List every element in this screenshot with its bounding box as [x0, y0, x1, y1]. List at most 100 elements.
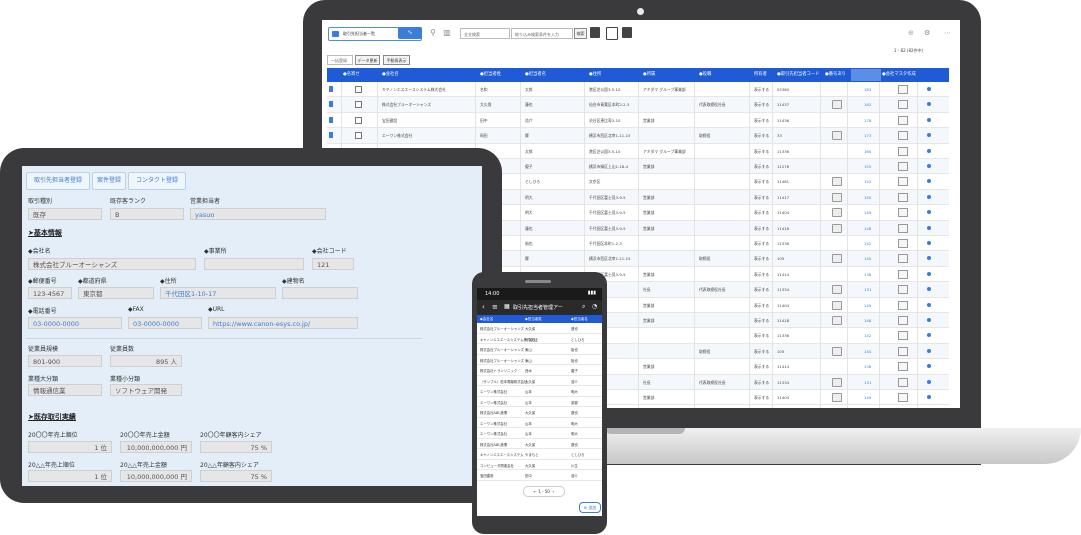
- camera-icon[interactable]: [832, 208, 842, 218]
- cell-number-link[interactable]: 183: [864, 87, 872, 92]
- download-icon[interactable]: [898, 85, 908, 94]
- download-icon[interactable]: [898, 208, 908, 218]
- info-icon[interactable]: [927, 133, 931, 138]
- info-icon[interactable]: [927, 102, 931, 107]
- document-icon[interactable]: [329, 86, 333, 92]
- info-icon[interactable]: [927, 395, 931, 399]
- row-checkbox[interactable]: [355, 101, 362, 109]
- row-checkbox[interactable]: [355, 116, 362, 124]
- rank-field[interactable]: B: [110, 208, 184, 220]
- bell-icon[interactable]: ◔: [592, 303, 598, 310]
- info-icon[interactable]: [927, 241, 931, 245]
- list-item[interactable]: エーワン株式会社 山本 明大: [477, 418, 602, 428]
- url-field[interactable]: https://www.canon-esys.co.jp/: [208, 317, 358, 329]
- camera-icon[interactable]: [832, 316, 842, 325]
- info-icon[interactable]: [927, 348, 931, 353]
- col-header[interactable]: 所有者: [754, 72, 767, 77]
- camera-icon[interactable]: [832, 300, 842, 310]
- col-header[interactable]: ●担当者姓: [480, 72, 501, 77]
- cell-number-link[interactable]: 173: [864, 133, 872, 139]
- prev-icon[interactable]: ←: [533, 489, 537, 494]
- col-header[interactable]: ●住所: [589, 72, 602, 77]
- download-icon[interactable]: [898, 223, 908, 233]
- cell-number-link[interactable]: 149: [864, 210, 872, 216]
- search-mode-select[interactable]: 全文検索: [460, 28, 510, 39]
- download-icon[interactable]: [898, 177, 908, 187]
- tab-deal-register[interactable]: 案件登録: [92, 172, 126, 190]
- rank1-field[interactable]: 1 位: [28, 441, 112, 453]
- col-header[interactable]: ◆担当者姓: [525, 317, 542, 321]
- sales-rep-field[interactable]: yasuo: [190, 208, 326, 220]
- col-header[interactable]: ●会社マスタ作成: [882, 72, 916, 77]
- cell-number-link[interactable]: 142: [864, 333, 872, 339]
- cell-number-link[interactable]: 182: [864, 102, 872, 108]
- list-item[interactable]: エーワン株式会社 山本 英樹: [477, 397, 602, 407]
- camera-icon[interactable]: [832, 346, 842, 356]
- list-item[interactable]: エーワン株式会社 山本 明大: [477, 386, 602, 397]
- download-icon[interactable]: [898, 377, 908, 387]
- row-checkbox[interactable]: [355, 86, 362, 93]
- list-item[interactable]: エーワン株式会社 山本 明大: [477, 428, 602, 439]
- col-header[interactable]: ●取引先担当者コード: [777, 72, 820, 77]
- cell-number-link[interactable]: 138: [864, 271, 872, 277]
- download-icon[interactable]: [898, 146, 908, 156]
- cell-number-link[interactable]: 148: [864, 225, 872, 231]
- cell-number-link[interactable]: 178: [864, 117, 872, 123]
- building-field[interactable]: [282, 287, 358, 299]
- download-icon[interactable]: [898, 300, 908, 310]
- list-item[interactable]: 宝田建設 田中 浩介: [477, 470, 602, 481]
- download-icon[interactable]: [898, 192, 908, 202]
- cell-number-link[interactable]: 140: [864, 256, 872, 262]
- fax-field[interactable]: 03-0000-0000: [128, 317, 202, 329]
- data-update-button[interactable]: データ更新: [355, 55, 380, 65]
- download-icon[interactable]: [898, 100, 908, 110]
- list-item[interactable]: キヤノンエスエースシステム やまもと としひろ: [477, 449, 602, 460]
- row-checkbox[interactable]: [355, 132, 362, 140]
- info-icon[interactable]: [927, 194, 931, 199]
- info-icon[interactable]: [927, 179, 931, 184]
- pref-field[interactable]: 東京都: [78, 287, 154, 299]
- col-header[interactable]: ●役職: [699, 72, 712, 77]
- company-code-field[interactable]: 121: [312, 258, 354, 270]
- col-header[interactable]: ●担当者名: [525, 72, 546, 77]
- filter-icon[interactable]: ⚲: [430, 28, 436, 37]
- cell-number-link[interactable]: 155: [864, 164, 872, 169]
- cell-number-link[interactable]: 142: [864, 241, 872, 246]
- share2-field[interactable]: 75 %: [200, 470, 272, 482]
- back-icon[interactable]: ‹: [482, 303, 485, 311]
- download-icon[interactable]: [898, 254, 908, 264]
- more-icon[interactable]: ⋯: [944, 29, 951, 37]
- add-icon[interactable]: ⊕: [908, 29, 914, 37]
- info-icon[interactable]: [927, 148, 931, 153]
- list-item[interactable]: 株式会社ABC産業 大久保 蓮也: [477, 439, 602, 449]
- sort-column-indicator[interactable]: [851, 69, 881, 81]
- industry-major-field[interactable]: 情報通信業: [28, 384, 102, 396]
- company-field[interactable]: 株式会社ブルーオーシャンズ: [28, 258, 196, 270]
- info-icon[interactable]: [927, 271, 931, 276]
- download-icon[interactable]: [898, 285, 908, 295]
- camera-icon[interactable]: [832, 254, 842, 264]
- tab-contact-log[interactable]: コンタクト登録: [128, 172, 186, 190]
- info-icon[interactable]: [927, 256, 931, 261]
- search-button[interactable]: 検索: [574, 28, 587, 39]
- menu-icon[interactable]: ≡: [492, 303, 498, 311]
- download-icon[interactable]: [898, 316, 908, 325]
- rank2-field[interactable]: 1 位: [28, 470, 112, 482]
- share1-field[interactable]: 75 %: [200, 441, 272, 453]
- gear-icon[interactable]: ⚙: [924, 29, 931, 37]
- tab-contact-register[interactable]: 取引先担当者登録: [26, 172, 90, 190]
- card-icon[interactable]: [622, 27, 632, 38]
- search-input[interactable]: 絞り込み検索条件を入力: [511, 28, 573, 39]
- eye-icon[interactable]: [606, 27, 618, 40]
- list-item[interactable]: 株式会社ブルーオーシャンズ 大久保 蓮也: [477, 323, 602, 334]
- doc-icon[interactable]: [590, 27, 600, 38]
- cell-number-link[interactable]: 131: [864, 287, 872, 293]
- camera-icon[interactable]: [832, 192, 842, 202]
- add-button[interactable]: ⊕ 追加: [579, 502, 601, 513]
- info-icon[interactable]: [927, 287, 931, 292]
- camera-icon[interactable]: [832, 131, 842, 141]
- list-item[interactable]: 株式会社ブルーオーシャンズ 東山 裕也: [477, 355, 602, 365]
- employee-count-field[interactable]: 895 人: [110, 355, 182, 367]
- cell-number-link[interactable]: 149: [864, 302, 872, 308]
- zip-field[interactable]: 123-4567: [28, 287, 72, 299]
